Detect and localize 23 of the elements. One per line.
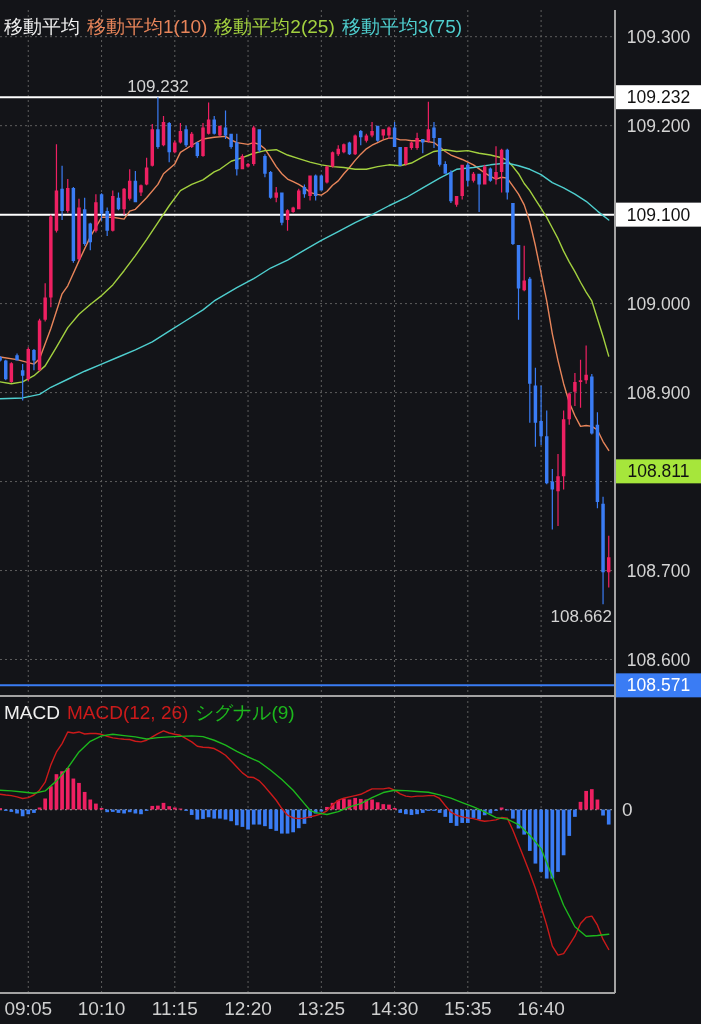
y-tick-label: 108.700 [626, 560, 691, 581]
annotation: 0 [622, 799, 633, 821]
x-tick-label: 09:05 [4, 997, 53, 1019]
y-tick-label: 109.000 [626, 293, 691, 314]
x-tick-label: 12:20 [224, 997, 272, 1019]
x-tick-label: 14:30 [370, 997, 419, 1019]
x-tick-label: 13:25 [297, 997, 346, 1019]
annotation: 109.232 [127, 76, 189, 96]
annotation: 108.571 [626, 675, 691, 696]
y-tick-label: 108.600 [626, 649, 691, 670]
annotation: 109.100 [626, 204, 691, 225]
annotation: 109.232 [626, 87, 691, 108]
y-tick-label: 109.200 [626, 115, 691, 136]
y-tick-label: 108.900 [626, 382, 691, 403]
text: 108.811 [627, 461, 690, 482]
x-tick-label: 10:10 [77, 997, 126, 1019]
legend: 移動平均 移動平均1(10) 移動平均2(25) 移動平均3(75) [4, 15, 463, 37]
legend: MACD MACD(12, 26) シグナル(9) [4, 701, 295, 723]
x-tick-label: 16:40 [517, 997, 565, 1019]
x-tick-label: 15:35 [444, 997, 492, 1019]
y-tick-label: 109.300 [626, 26, 691, 47]
annotation: 108.662 [550, 606, 613, 626]
x-tick-label: 11:15 [151, 997, 198, 1019]
